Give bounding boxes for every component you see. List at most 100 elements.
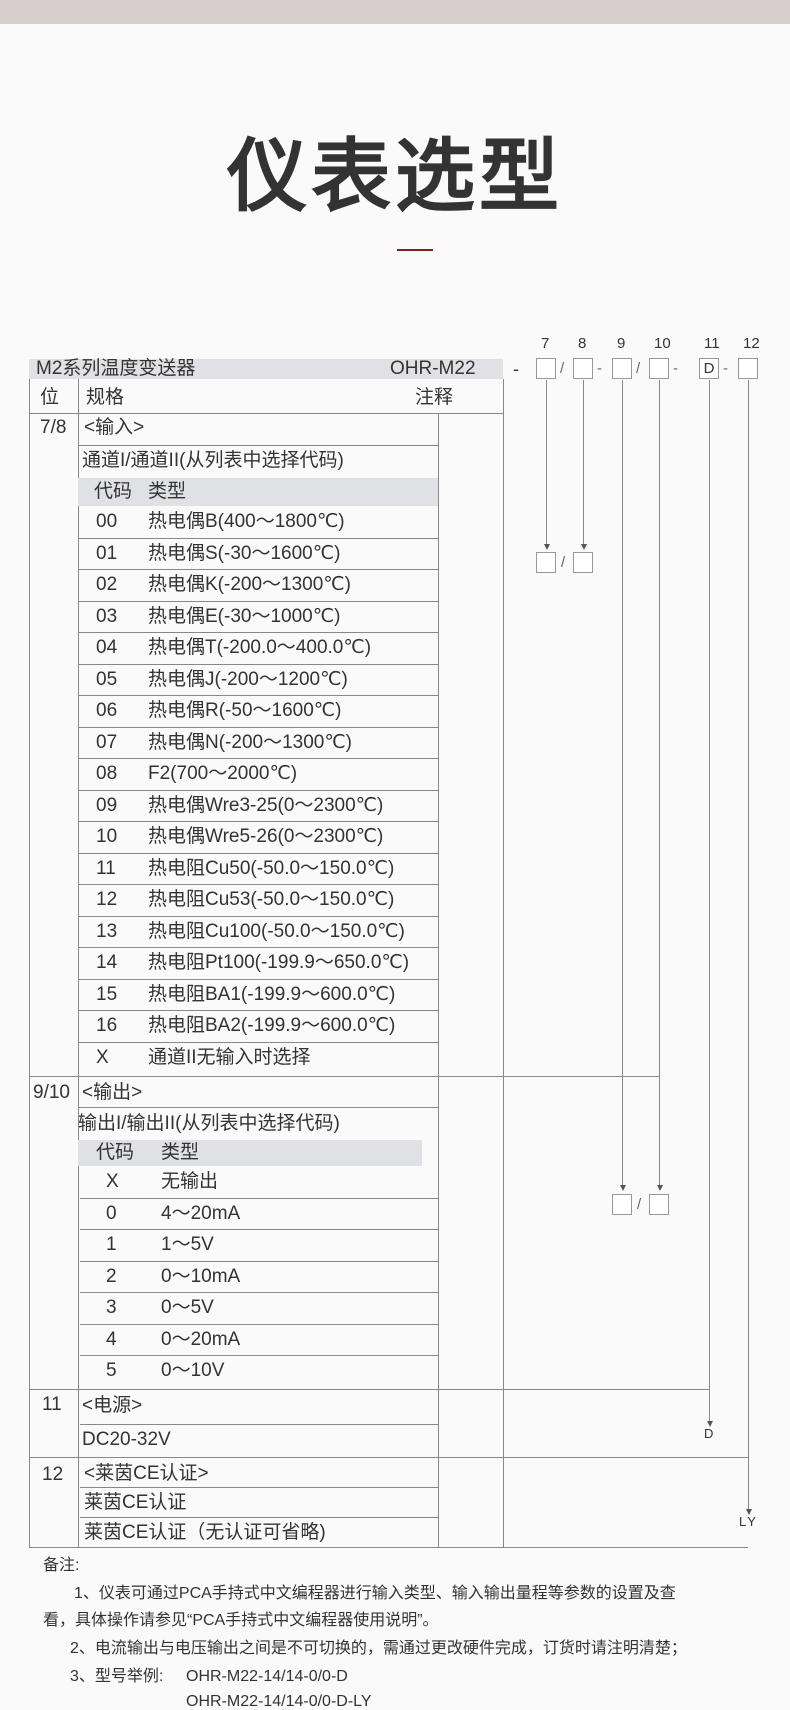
pos-9-10: 9/10 [33,1082,70,1103]
divider [80,1229,438,1230]
input-type: 热电偶J(-200～1200℃) [148,669,348,690]
divider [78,758,438,759]
divider [78,1010,438,1011]
col-type: 类型 [161,1142,200,1163]
output-code: 2 [106,1266,117,1287]
arrow-down-icon [656,1185,663,1191]
divider [78,1107,438,1108]
input-code: 10 [96,826,118,847]
col-note: 注释 [415,387,454,408]
note-2: 2、电流输出与电压输出之间是不可切换的，需通过更改硬件完成，订货时请注明清楚； [70,1640,687,1657]
input-type: 热电偶R(-50～1600℃) [148,700,342,721]
code-box-10 [649,1194,669,1215]
slash: / [637,1196,642,1213]
connector-line [709,380,710,1421]
divider [78,790,438,791]
section-divider [29,1457,748,1458]
divider [80,1487,438,1488]
divider [80,1324,438,1325]
input-code: 11 [96,858,116,879]
section-divider [29,1389,709,1390]
input-type: 通道II无输入时选择 [148,1047,311,1068]
input-code: 07 [96,732,118,753]
table-bottom [29,1547,748,1548]
notes-heading: 备注: [43,1557,80,1574]
code-box-9 [612,358,632,379]
connector-line [659,380,660,1185]
divider [80,1517,438,1518]
input-code: 14 [96,952,118,973]
connector-line [546,380,547,544]
output-col-header [78,1140,422,1166]
input-code: 03 [96,606,118,627]
slash: / [560,360,565,377]
input-type: F2(700～2000℃) [148,763,298,784]
input-type: 热电偶Wre5-26(0～2300℃) [148,826,384,847]
page-title: 仪表选型 [227,132,563,221]
output-type: 1～5V [161,1234,214,1255]
connector-line [748,380,749,1509]
input-type: 热电偶Wre3-25(0～2300℃) [148,795,384,816]
slash: / [636,360,641,377]
input-type: 热电阻Cu100(-50.0～150.0℃) [148,921,405,942]
input-code: X [96,1047,109,1068]
note-1b: 看，具体操作请参见“PCA手持式中文编程器使用说明”。 [43,1612,439,1629]
code-box-9 [612,1194,632,1215]
code-box-10 [649,358,669,379]
divider [80,1198,438,1199]
code-box-8 [573,552,593,573]
output-code: 4 [106,1329,117,1350]
col-code: 代码 [96,1142,135,1163]
divider [78,853,438,854]
divider [438,413,439,1548]
note-1a: 1、仪表可通过PCA手持式中文编程器进行输入类型、输入输出量程等参数的设置及查 [74,1585,676,1602]
input-type: 热电偶T(-200.0～400.0℃) [148,637,372,658]
output-type: 0～5V [161,1297,214,1318]
connector-line [583,380,584,544]
divider [78,445,438,446]
divider [503,379,504,1548]
arrow-down-icon [580,544,587,550]
input-code: 06 [96,700,118,721]
divider [78,916,438,917]
divider [80,1424,438,1425]
dash: - [597,360,602,377]
output-code: X [106,1171,119,1192]
input-type: 热电阻BA1(-199.9～600.0℃) [148,984,396,1005]
input-code: 00 [96,511,118,532]
note-3-label: 3、型号举例: [70,1668,164,1685]
divider [78,727,438,728]
dash: - [723,360,728,377]
col-pos: 位 [40,387,60,408]
pos-7-8: 7/8 [40,417,67,438]
col-code: 代码 [94,481,133,502]
input-type: 热电偶N(-200～1300℃) [148,732,353,753]
position-label-11: 11 [704,335,720,352]
divider [80,1355,438,1356]
position-label-10: 10 [654,335,671,352]
divider [78,979,438,980]
arrow-down-icon [745,1509,752,1515]
divider [78,538,438,539]
ce-option: 莱茵CE认证（无认证可省略) [84,1522,326,1543]
code-box-7 [536,358,556,379]
connector-line [622,380,623,1185]
divider [78,884,438,885]
header-bar [29,359,503,379]
divider [78,695,438,696]
input-code: 05 [96,669,118,690]
divider [78,379,79,1548]
ce-code: LY [739,1514,758,1529]
power-code: D [704,1426,714,1441]
arrow-down-icon [706,1421,713,1427]
code-box-11: D [699,358,719,379]
position-label-9: 9 [617,335,626,352]
ce-option: 莱茵CE认证 [84,1492,187,1513]
input-code: 08 [96,763,118,784]
position-label-12: 12 [743,335,760,352]
divider [80,1292,438,1293]
output-type: 4～20mA [161,1203,241,1224]
output-desc: 输出I/输出II(从列表中选择代码) [78,1113,340,1134]
input-type: 热电阻Pt100(-199.9～650.0℃) [148,952,410,973]
ce-title: <莱茵CE认证> [84,1463,209,1484]
